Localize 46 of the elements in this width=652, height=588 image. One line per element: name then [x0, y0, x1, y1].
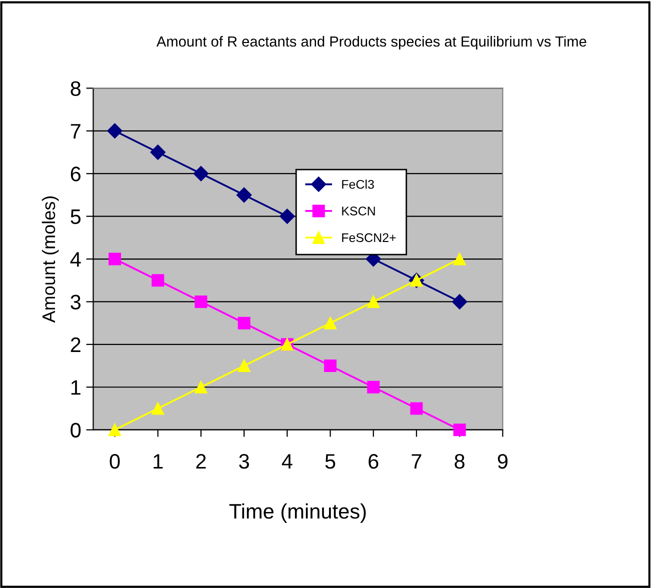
legend-label: FeSCN2+	[342, 233, 396, 242]
y-tick-label: 5	[70, 210, 81, 224]
y-tick-label: 4	[70, 252, 81, 267]
point	[453, 424, 466, 436]
x-tick-label: 8	[454, 454, 464, 469]
x-tick-label: 1	[154, 454, 163, 469]
x-tick-label: 6	[368, 454, 378, 469]
point	[280, 208, 295, 224]
chart-title: Amount of R eactants and Products species at Equilibrium vs Time	[156, 36, 586, 50]
x-tick-label: 9	[498, 454, 508, 469]
point	[324, 360, 337, 372]
y-tick-label: 6	[70, 166, 81, 182]
point	[367, 380, 380, 394]
point	[452, 294, 468, 310]
point	[194, 380, 208, 394]
point	[367, 295, 380, 308]
point	[194, 295, 208, 308]
point	[324, 316, 337, 330]
y-axis-title: Amount (moles)	[42, 196, 59, 323]
x-tick-label: 0	[110, 454, 120, 469]
point	[410, 402, 423, 415]
y-tick-label: 1	[71, 380, 80, 395]
x-tick-label: 3	[239, 454, 249, 469]
point	[238, 316, 250, 330]
point	[152, 274, 164, 287]
x-axis-title: Time (minutes)	[229, 503, 366, 523]
point	[238, 360, 250, 372]
y-tick-label: 7	[70, 124, 80, 138]
point	[152, 402, 164, 415]
y-tick-label: 8	[70, 81, 81, 96]
point	[107, 123, 122, 138]
point	[108, 252, 122, 266]
y-tick-label: 3	[70, 294, 81, 310]
x-tick-label: 7	[412, 454, 422, 469]
x-tick-label: 5	[325, 454, 336, 469]
x-tick-label: 2	[196, 454, 206, 469]
y-tick-label: 0	[70, 422, 81, 438]
point	[108, 424, 122, 436]
x-tick-label: 4	[282, 454, 292, 469]
point	[453, 252, 466, 266]
point	[236, 187, 252, 203]
y-tick-label: 2	[70, 337, 80, 352]
point	[150, 144, 166, 160]
point	[193, 166, 209, 182]
legend-label: KSCN	[342, 206, 375, 216]
legend-label: FeCl3	[342, 180, 374, 189]
